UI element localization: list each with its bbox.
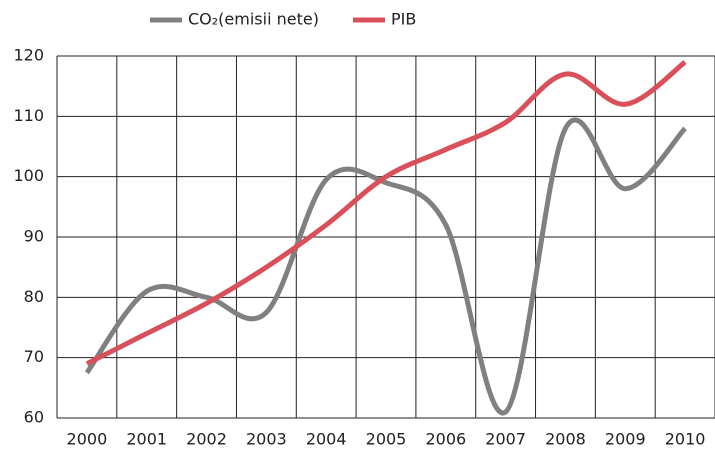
- y-tick-label: 70: [24, 347, 44, 366]
- x-tick-label: 2008: [545, 430, 586, 449]
- x-tick-label: 2000: [67, 430, 108, 449]
- x-tick-label: 2002: [186, 430, 227, 449]
- y-tick-label: 60: [24, 408, 44, 427]
- x-tick-label: 2004: [306, 430, 347, 449]
- x-tick-label: 2003: [246, 430, 287, 449]
- x-tick-label: 2010: [665, 430, 706, 449]
- y-tick-label: 90: [24, 227, 44, 246]
- x-tick-label: 2005: [366, 430, 407, 449]
- y-tick-label: 120: [13, 46, 44, 65]
- x-tick-label: 2007: [485, 430, 526, 449]
- y-tick-label: 110: [13, 106, 44, 125]
- y-tick-label: 80: [24, 287, 44, 306]
- y-tick-label: 100: [13, 166, 44, 185]
- x-tick-label: 2001: [126, 430, 167, 449]
- x-tick-label: 2009: [605, 430, 646, 449]
- series-line: [84, 117, 687, 416]
- x-tick-label: 2006: [425, 430, 466, 449]
- legend-label: PIB: [391, 10, 416, 29]
- legend-label: CO₂(emisii nete): [188, 10, 319, 29]
- series-line: [85, 59, 687, 366]
